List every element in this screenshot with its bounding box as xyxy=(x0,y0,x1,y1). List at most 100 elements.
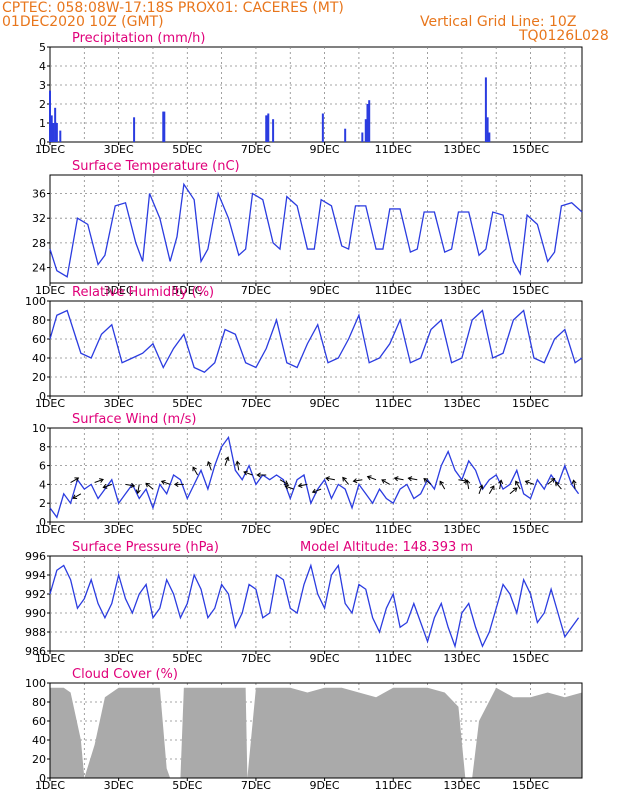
wind-arrow-head xyxy=(235,460,241,466)
wind-arrow-head xyxy=(206,460,212,466)
y-tick-label: 986 xyxy=(25,645,46,658)
wind-arrow-shaft xyxy=(381,479,391,485)
wind-arrow-head xyxy=(352,478,358,484)
panel-6 xyxy=(47,682,583,781)
x-tick-label: 7DEC xyxy=(241,523,271,536)
wind-arrow-shaft xyxy=(499,480,502,490)
wind-arrow xyxy=(352,478,363,484)
header-run-date: 01DEC2020 10Z (GMT) xyxy=(2,14,164,30)
wind-arrow-head xyxy=(366,475,372,481)
wind-arrow xyxy=(160,479,171,485)
wind-arrow-head xyxy=(145,482,151,488)
wind-arrow-shaft xyxy=(192,466,199,476)
y-tick-label: 80 xyxy=(32,696,46,709)
header-grid-line-note: Vertical Grid Line: 10Z xyxy=(420,14,577,30)
y-tick-label: 4 xyxy=(39,478,46,491)
wind-arrow-head xyxy=(135,489,141,495)
wind-arrow xyxy=(555,481,562,490)
wind-arrow-shaft xyxy=(573,480,576,490)
header-model-id: TQ0126L028 xyxy=(519,28,609,44)
wind-arrow xyxy=(224,456,230,466)
precip-bar xyxy=(59,130,62,142)
wind-arrow-shaft xyxy=(125,483,135,487)
x-tick-label: 15DEC xyxy=(512,143,549,156)
panel-title: Relative Humidity (%) xyxy=(72,285,214,300)
wind-arrow-shaft xyxy=(279,479,289,485)
precip-bar xyxy=(49,90,51,142)
y-tick-label: 990 xyxy=(25,607,46,620)
wind-arrow-shaft xyxy=(70,477,79,483)
x-tick-label: 3DEC xyxy=(104,397,134,410)
y-tick-label: 0 xyxy=(39,516,46,529)
x-tick-label: 9DEC xyxy=(310,284,340,297)
wind-arrow-shaft xyxy=(72,493,82,499)
x-tick-label: 3DEC xyxy=(104,523,134,536)
precip-bar xyxy=(488,132,491,142)
wind-arrow xyxy=(94,478,104,483)
x-tick-label: 9DEC xyxy=(310,652,340,665)
wind-arrow-head xyxy=(465,479,471,485)
wind-arrow xyxy=(342,476,349,485)
x-tick-label: 7DEC xyxy=(241,284,271,297)
x-tick-label: 5DEC xyxy=(172,397,202,410)
x-tick-label: 15DEC xyxy=(512,523,549,536)
wind-arrow-head xyxy=(342,476,347,482)
y-tick-label: 996 xyxy=(25,550,46,563)
wind-arrow xyxy=(465,479,471,490)
wind-arrow-head xyxy=(381,479,387,484)
x-tick-label: 1DEC xyxy=(35,143,65,156)
wind-arrow-shaft xyxy=(298,483,308,487)
x-tick-label: 11DEC xyxy=(375,284,412,297)
series-line xyxy=(49,435,580,519)
wind-arrow xyxy=(311,488,322,494)
wind-arrow-shaft xyxy=(439,481,446,490)
y-tick-label: 2 xyxy=(39,98,46,111)
wind-arrow xyxy=(284,484,294,490)
x-tick-label: 5DEC xyxy=(172,523,202,536)
precip-bar xyxy=(267,113,270,142)
panel-title: Surface Temperature (nC) xyxy=(72,159,240,174)
x-tick-label: 13DEC xyxy=(443,779,480,792)
panel-5 xyxy=(47,555,583,654)
wind-arrow xyxy=(439,480,446,490)
y-tick-label: 32 xyxy=(32,212,46,225)
y-tick-label: 40 xyxy=(32,734,46,747)
precip-bar xyxy=(50,115,53,142)
x-tick-label: 5DEC xyxy=(172,284,202,297)
wind-arrow xyxy=(547,478,556,485)
y-tick-label: 60 xyxy=(32,333,46,346)
x-tick-label: 13DEC xyxy=(443,652,480,665)
wind-arrow xyxy=(72,493,82,499)
y-tick-label: 10 xyxy=(32,422,46,435)
x-tick-label: 3DEC xyxy=(104,652,134,665)
wind-arrow-shaft xyxy=(103,483,112,488)
wind-arrow xyxy=(297,482,308,488)
wind-arrow xyxy=(192,466,199,476)
precip-bar xyxy=(486,117,489,142)
precip-bar xyxy=(368,100,371,142)
panel-3 xyxy=(47,300,583,399)
x-tick-label: 15DEC xyxy=(512,397,549,410)
x-tick-label: 11DEC xyxy=(375,523,412,536)
y-tick-label: 1 xyxy=(39,117,46,130)
panel-2 xyxy=(47,174,583,286)
wind-arrow-shaft xyxy=(94,478,104,483)
precip-bar xyxy=(163,111,166,142)
wind-arrow xyxy=(325,476,335,482)
series-line xyxy=(49,309,583,374)
x-tick-label: 5DEC xyxy=(172,143,202,156)
precip-bar xyxy=(366,104,369,142)
wind-arrow-head xyxy=(325,476,330,482)
wind-arrow-head xyxy=(478,484,484,490)
wind-arrow xyxy=(488,485,495,495)
wind-arrow-head xyxy=(297,482,303,488)
wind-arrow xyxy=(498,479,504,490)
x-tick-label: 15DEC xyxy=(512,284,549,297)
panel-frame xyxy=(49,174,583,284)
wind-arrow-head xyxy=(439,480,444,486)
wind-arrow-shaft xyxy=(161,480,171,485)
precip-bar xyxy=(344,128,347,142)
y-tick-label: 988 xyxy=(25,626,46,639)
wind-arrow-shaft xyxy=(515,481,521,490)
y-tick-label: 36 xyxy=(32,188,46,201)
